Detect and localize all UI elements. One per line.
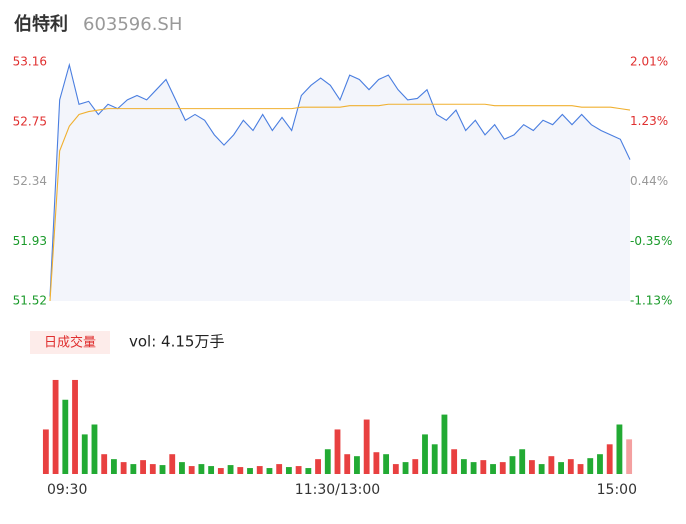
x-tick-label: 09:30 [47,482,87,498]
stock-name: 伯特利 [14,13,68,35]
y-tick-label: 52.34 [13,174,47,188]
y2-tick-label: 0.44% [630,174,668,188]
volume-bar [315,459,321,474]
volume-bar [577,464,584,474]
volume-bar [509,456,516,474]
volume-bar [558,462,565,474]
volume-bar [266,468,273,474]
y2-tick-label: 2.01% [630,55,668,69]
volume-bar [441,414,448,474]
volume-bar [354,456,360,474]
average-line [49,103,631,302]
y-tick-label: 53.16 [13,55,47,69]
volume-bar [276,464,283,474]
volume-bar [140,460,146,474]
volume-label: vol: 4.15万手 [129,333,224,351]
y-tick-label: 51.52 [13,294,47,308]
volume-bar [285,467,292,474]
volume-bar [363,419,370,474]
x-tick-label: 15:00 [597,482,637,498]
y-tick-label: 52.75 [13,114,47,128]
volume-bar [470,462,477,474]
x-tick-label: 11:30/13:00 [295,482,380,498]
volume-bar [480,460,487,474]
volume-bar [626,439,633,474]
y-tick-label: 51.93 [13,234,47,248]
volume-bar [383,454,390,474]
volume-bar [412,459,419,474]
volume-bar [256,466,263,474]
volume-bar [169,454,176,474]
volume-bar [91,424,98,474]
volume-bar [227,465,234,474]
price-line [49,62,631,297]
volume-bar [392,464,399,474]
volume-bar [529,460,535,474]
volume-bar [305,468,312,474]
volume-bar [52,379,59,474]
volume-bar [179,462,185,474]
y2-tick-label: -0.35% [630,234,672,248]
volume-bar [324,449,331,474]
volume-legend: 日成交量 [44,335,96,351]
volume-bar [334,429,341,474]
volume-bar [237,467,244,474]
y2-tick-label: 1.23% [630,114,668,128]
volume-bar [567,459,574,474]
volume-bar [72,379,78,474]
volume-bar [247,468,253,474]
volume-bar [451,449,458,474]
y2-tick-label: -1.13% [630,294,672,308]
volume-bar [606,444,613,474]
volume-bar [538,464,545,474]
price-area [50,64,630,301]
volume-bar [188,466,195,474]
volume-bar [460,459,467,474]
volume-bar [159,465,166,474]
volume-bar [110,459,117,474]
volume-bar [217,468,224,474]
legend-box [30,331,110,354]
volume-bar [548,456,555,474]
volume-bar [208,466,215,474]
volume-bar [490,464,496,474]
volume-bar [101,454,108,474]
volume-bar [587,458,594,474]
stock-code: 603596.SH [83,14,182,35]
volume-bar [149,464,156,474]
volume-bar [519,449,526,474]
volume-bar [616,424,623,474]
volume-bar [81,434,88,474]
volume-bar [344,454,351,474]
volume-bar [295,466,302,474]
volume-bar [499,462,506,474]
volume-bar [431,444,438,474]
volume-bar [42,429,49,474]
volume-bar [422,434,428,474]
volume-bar [597,454,603,474]
volume-bar [62,399,69,474]
volume-bar [198,464,205,474]
volume-bar [402,462,409,474]
volume-bar [373,452,380,474]
volume-bar [120,462,127,474]
volume-bar [130,464,137,474]
